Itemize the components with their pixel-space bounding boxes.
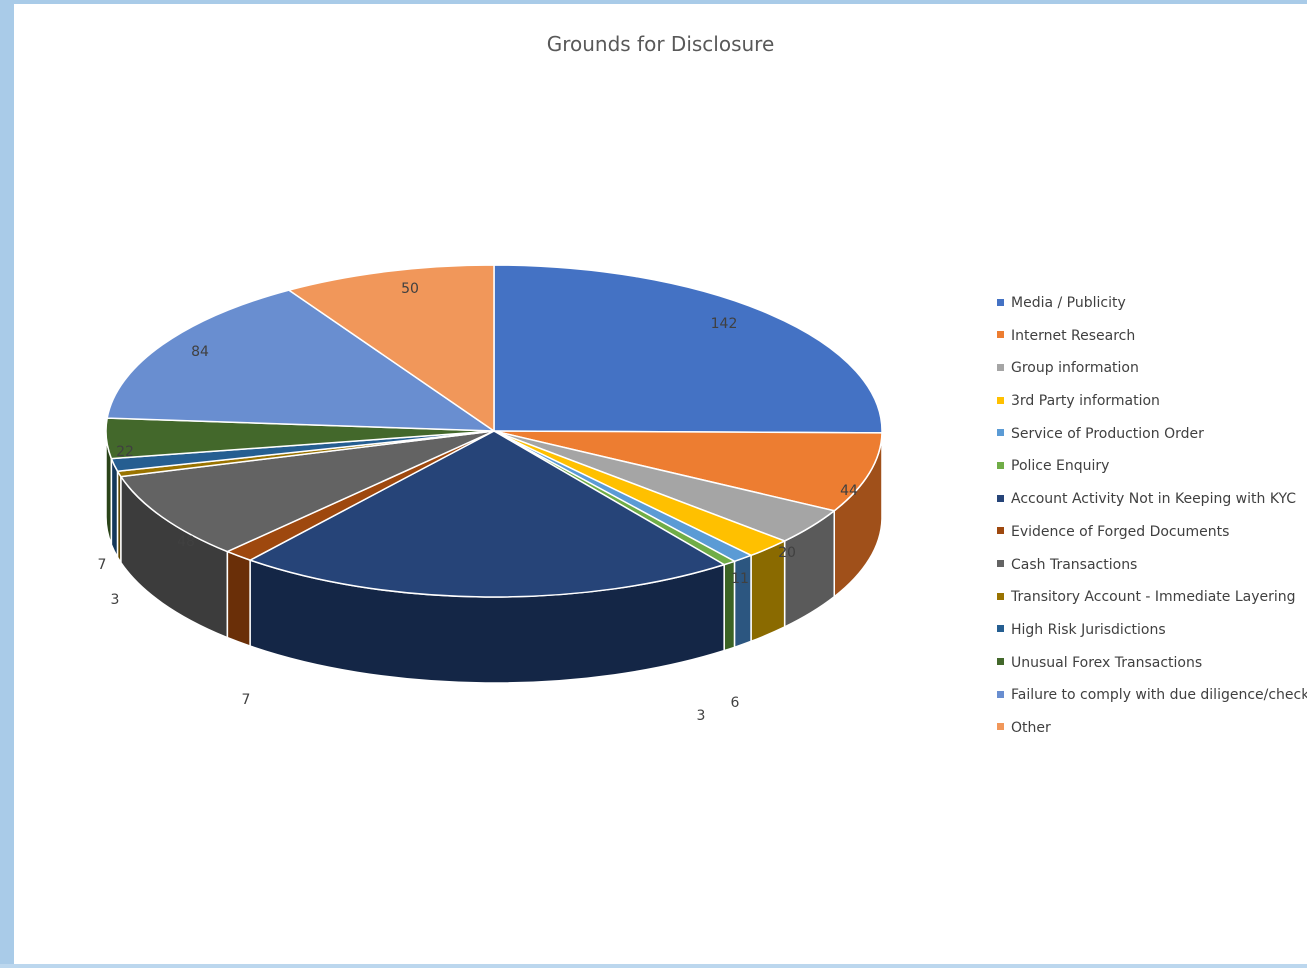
legend-swatch [997,429,1004,436]
legend-item: Other [997,716,1307,749]
data-label-6: 7 [242,692,251,708]
legend-item: Police Enquiry [997,454,1307,487]
legend-label: Evidence of Forged Documents [1011,524,1229,540]
legend-label: 3rd Party information [1011,393,1160,409]
legend-swatch [997,723,1004,730]
legend-item: Cash Transactions [997,553,1307,586]
legend-item: Transitory Account - Immediate Layering [997,585,1307,618]
legend-label: Internet Research [1011,328,1135,344]
legend-item: 3rd Party information [997,389,1307,422]
data-label-10: 22 [116,444,134,460]
data-label-9: 7 [98,557,107,573]
pie-side-7 [227,552,250,647]
legend-label: Media / Publicity [1011,295,1126,311]
pie-slice-0 [494,265,882,433]
legend-item: Internet Research [997,324,1307,357]
legend-item: High Risk Jurisdictions [997,618,1307,651]
legend-label: Transitory Account - Immediate Layering [1011,589,1296,605]
legend-swatch [997,462,1004,469]
legend-swatch [997,364,1004,371]
legend-item: Unusual Forex Transactions [997,651,1307,684]
data-label-4: 6 [731,695,740,711]
data-label-12: 50 [401,281,419,297]
legend-label: Police Enquiry [1011,458,1109,474]
pie-side-4 [734,555,751,647]
legend-swatch [997,658,1004,665]
data-label-7: 48 [177,534,195,550]
chart-legend: Media / Publicity Internet Research Group … [997,291,1307,749]
data-label-11: 84 [191,344,209,360]
legend-item: Evidence of Forged Documents [997,520,1307,553]
legend-label: Cash Transactions [1011,557,1137,573]
legend-item: Group information [997,356,1307,389]
data-label-0: 142 [711,316,738,332]
legend-label: Group information [1011,360,1139,376]
legend-item: Service of Production Order [997,422,1307,455]
legend-label: Failure to comply with due diligence/che… [1011,687,1307,703]
legend-swatch [997,299,1004,306]
legend-item: Account Activity Not in Keeping with KYC [997,487,1307,520]
legend-swatch [997,495,1004,502]
legend-swatch [997,625,1004,632]
data-label-1: 44 [840,483,858,499]
data-label-2: 20 [778,545,796,561]
legend-label: Account Activity Not in Keeping with KYC [1011,491,1296,507]
legend-swatch [997,560,1004,567]
pie-chart: 142 44 20 11 6 3 7 48 3 7 22 84 50 [14,4,974,968]
legend-swatch [997,397,1004,404]
legend-swatch [997,691,1004,698]
data-label-5: 3 [697,708,706,724]
legend-swatch [997,593,1004,600]
pie-side-10 [111,459,117,558]
legend-swatch [997,527,1004,534]
data-label-3: 11 [731,571,749,587]
legend-label: High Risk Jurisdictions [1011,622,1166,638]
legend-item: Failure to comply with due diligence/che… [997,683,1307,716]
legend-swatch [997,331,1004,338]
legend-item: Media / Publicity [997,291,1307,324]
legend-label: Unusual Forex Transactions [1011,655,1202,671]
legend-label: Other [1011,720,1051,736]
data-label-8: 3 [111,592,120,608]
legend-label: Service of Production Order [1011,426,1204,442]
